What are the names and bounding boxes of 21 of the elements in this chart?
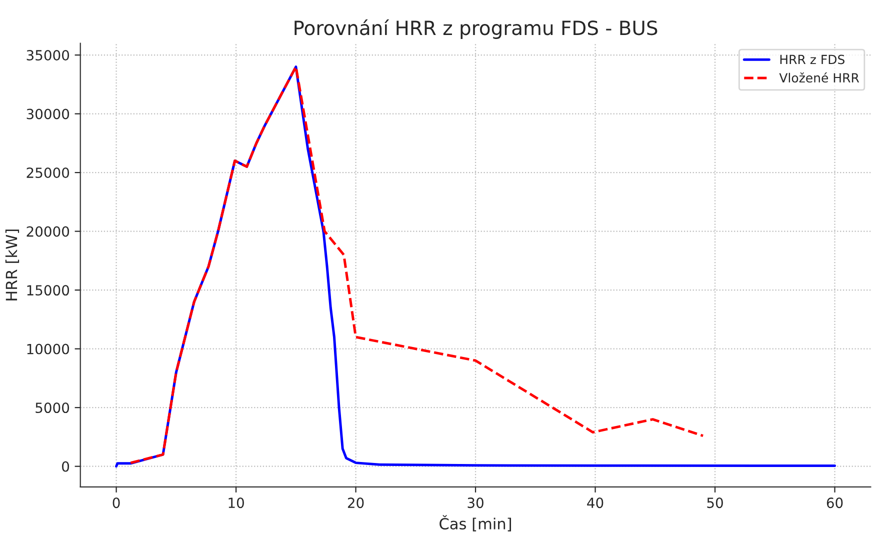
y-tick-label: 35000 — [26, 50, 70, 61]
y-tick-label: 30000 — [26, 108, 70, 120]
y-axis-title: HRR [kW] — [5, 230, 20, 300]
x-tick-label: 30 — [468, 498, 484, 508]
line-series — [129, 66, 704, 464]
x-tick-label: 40 — [587, 498, 604, 508]
x-tick-label: 50 — [707, 498, 723, 508]
x-axis-title: Čas [min] — [440, 515, 511, 532]
y-tick-label: 10000 — [27, 344, 70, 354]
legend-label: HRR z FDS — [780, 54, 844, 64]
y-tick-label: 0 — [62, 461, 70, 472]
x-tick-label: 20 — [348, 498, 364, 508]
y-tick-label: 15000 — [27, 285, 70, 296]
y-tick-label: 5000 — [36, 402, 70, 414]
x-tick-label: 0 — [112, 498, 120, 508]
y-tick-label: 20000 — [26, 226, 70, 237]
chart-title: Porovnání HRR z programu FDS - BUS — [294, 19, 658, 39]
x-tick-label: 10 — [228, 498, 244, 508]
x-tick-label: 60 — [826, 498, 843, 508]
y-tick-label: 25000 — [26, 168, 70, 178]
legend-label: Vložené HRR — [779, 72, 860, 83]
